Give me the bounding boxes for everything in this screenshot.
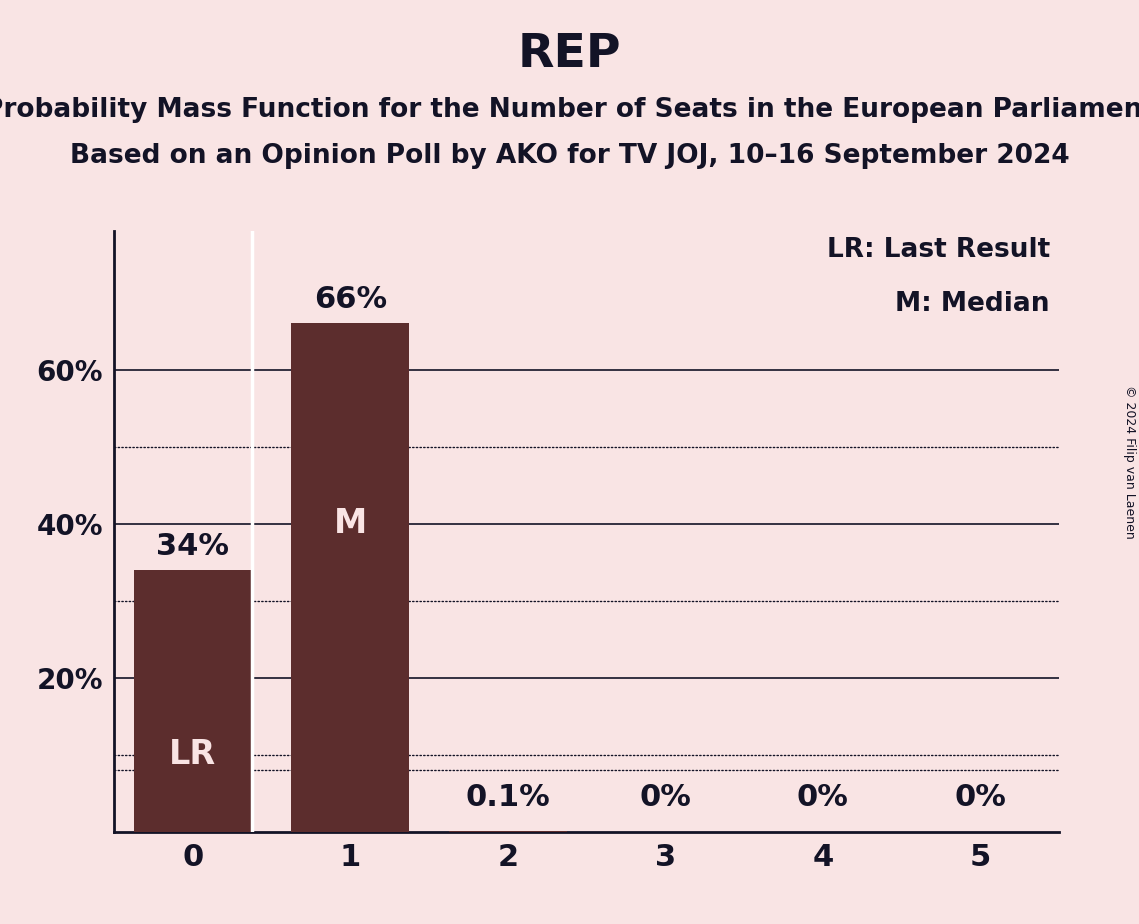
Text: 0%: 0% (639, 784, 691, 812)
Text: LR: Last Result: LR: Last Result (827, 237, 1050, 263)
Text: 34%: 34% (156, 531, 229, 561)
Bar (133, 570, 252, 832)
Text: M: M (334, 507, 367, 541)
Text: REP: REP (518, 32, 621, 78)
Text: Probability Mass Function for the Number of Seats in the European Parliament: Probability Mass Function for the Number… (0, 97, 1139, 123)
Text: 0%: 0% (954, 784, 1007, 812)
Text: M: Median: M: Median (895, 291, 1050, 317)
Text: LR: LR (169, 738, 216, 772)
Text: Based on an Opinion Poll by AKO for TV JOJ, 10–16 September 2024: Based on an Opinion Poll by AKO for TV J… (69, 143, 1070, 169)
Text: 66%: 66% (313, 286, 387, 314)
Text: 0.1%: 0.1% (466, 784, 550, 812)
Text: © 2024 Filip van Laenen: © 2024 Filip van Laenen (1123, 385, 1137, 539)
Bar (292, 323, 409, 832)
Text: 0%: 0% (797, 784, 849, 812)
